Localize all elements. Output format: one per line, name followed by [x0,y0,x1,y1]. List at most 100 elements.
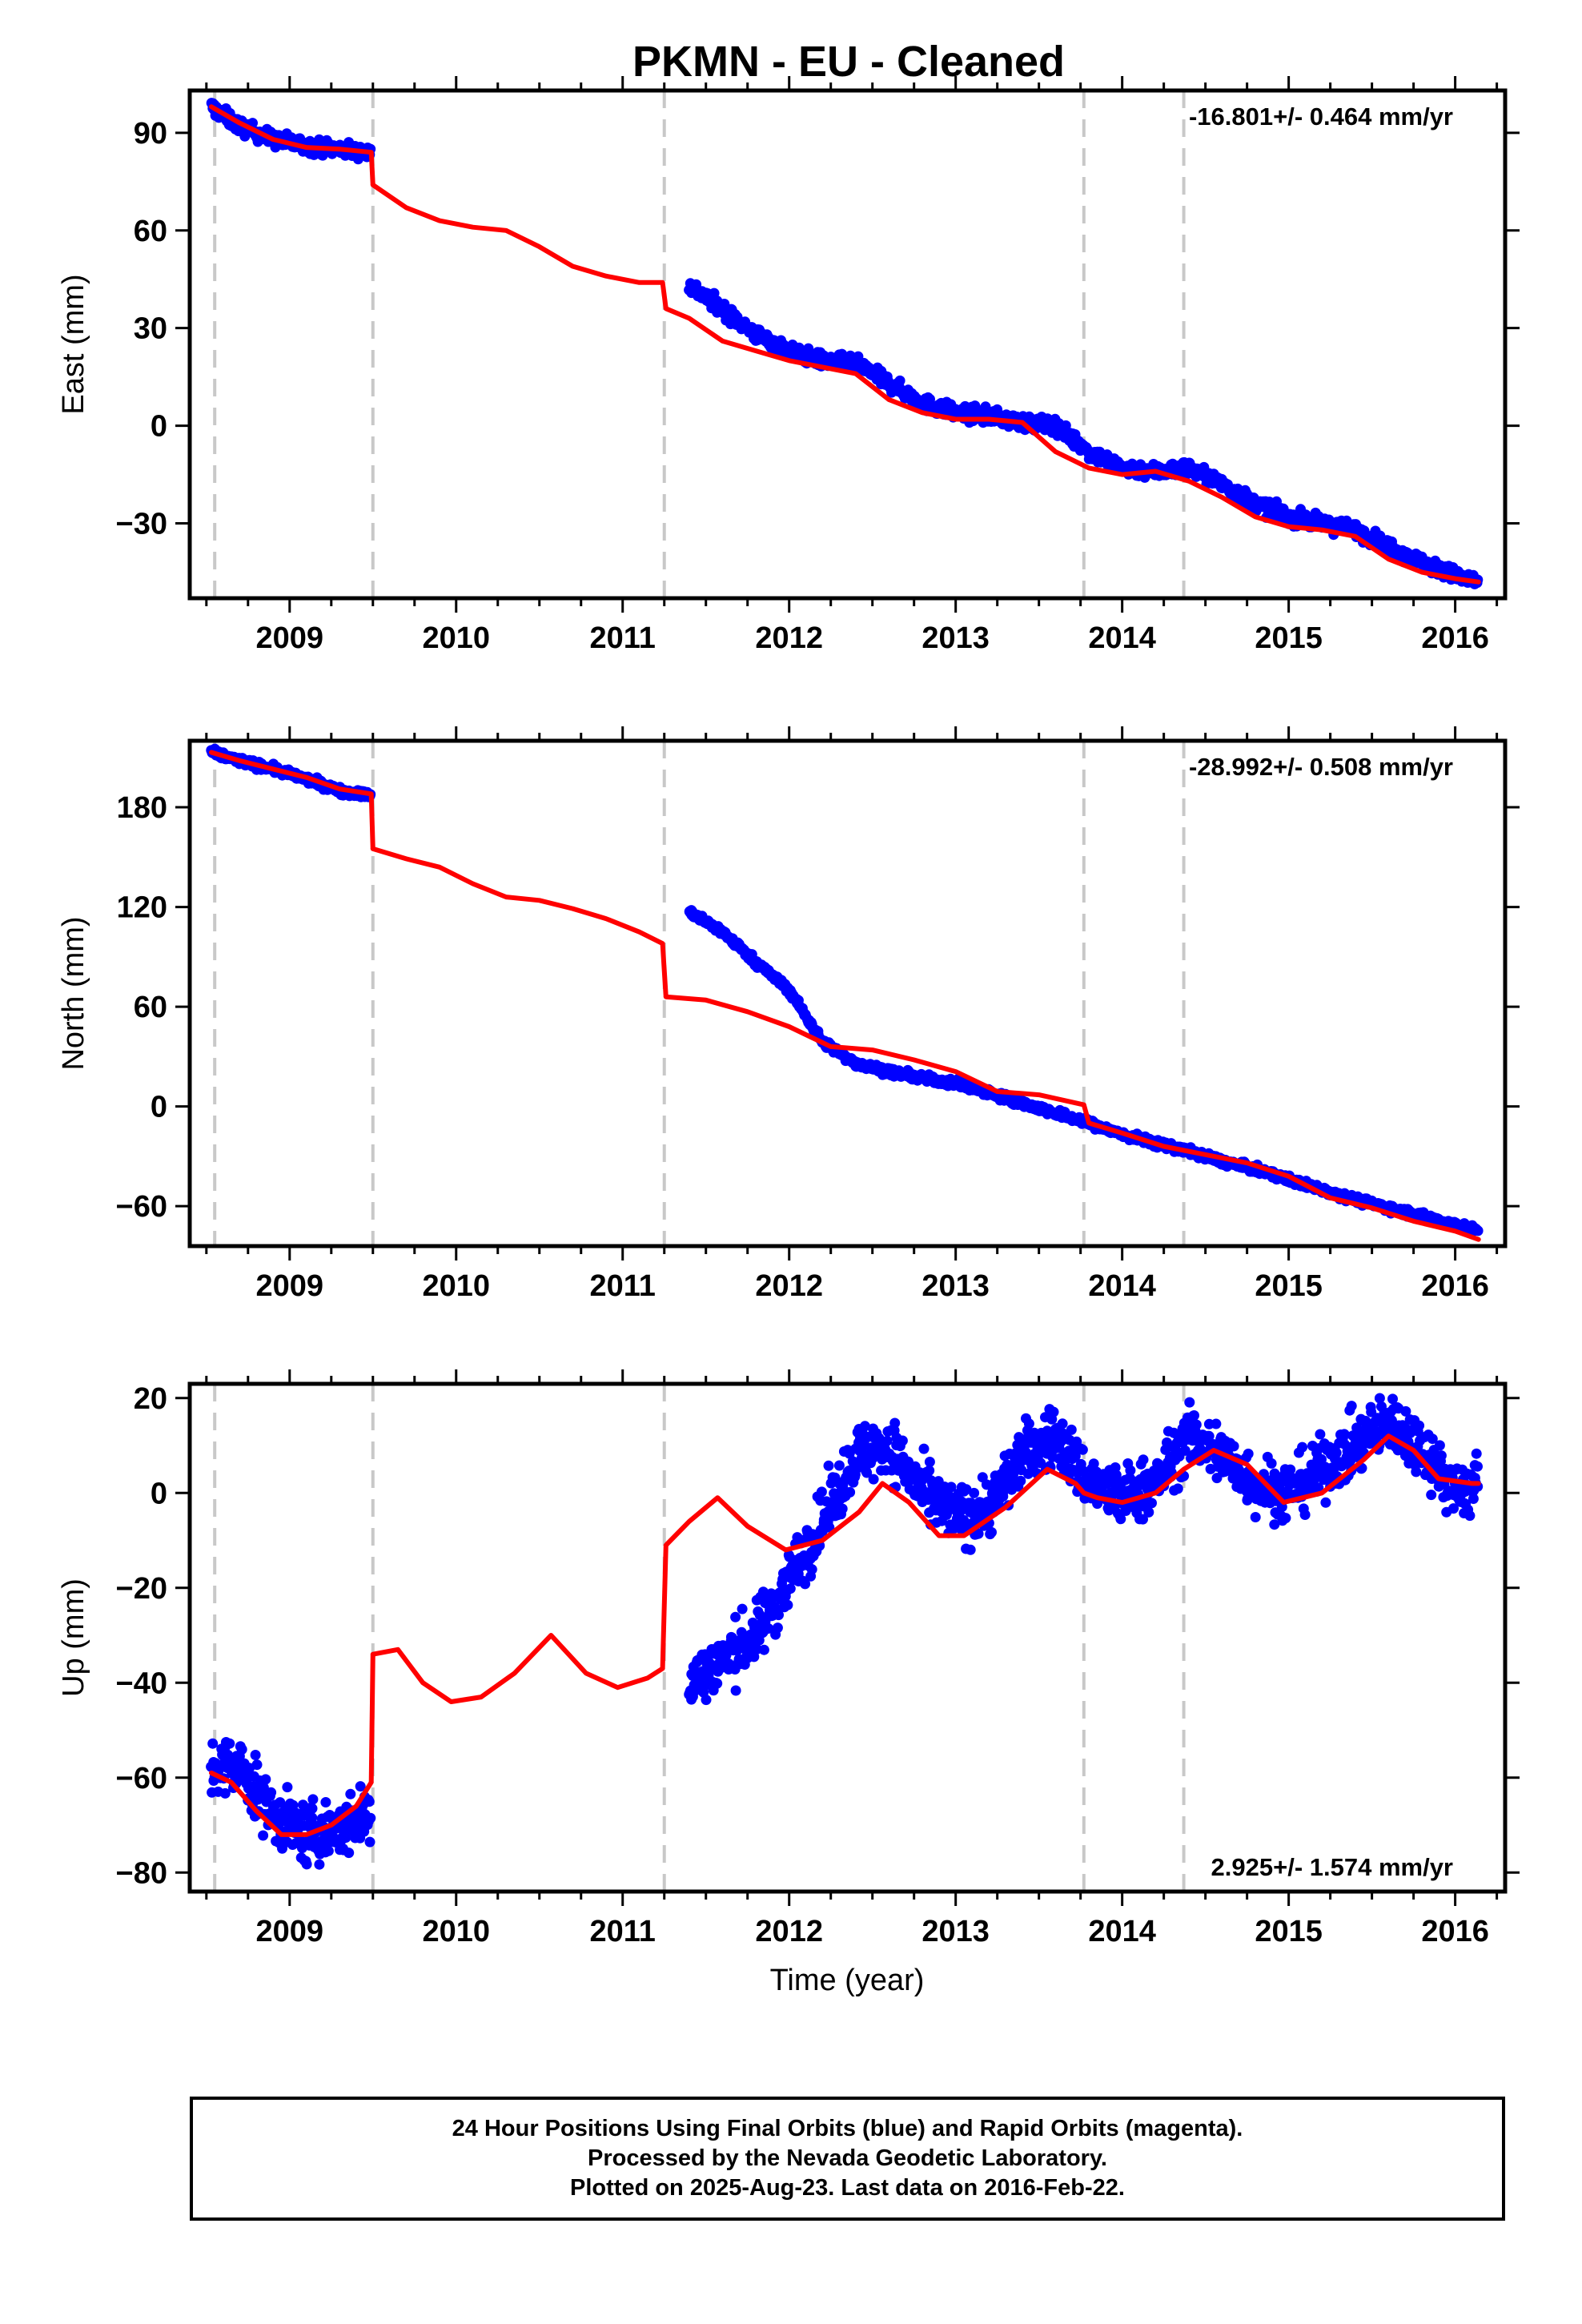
x-tick-label: 2012 [755,1915,823,1948]
rate-label: 2.925+/- 1.574 mm/yr [1211,1853,1453,1881]
data-point [1146,1498,1157,1509]
data-point [782,1599,793,1610]
plot-frame [187,738,1508,1248]
caption-line-3: Plotted on 2025-Aug-23. Last data on 201… [570,2175,1125,2201]
model-line [370,846,665,947]
x-tick-label: 2013 [921,1269,990,1303]
data-point [730,1611,741,1622]
model-line [370,1633,665,1704]
y-tick-label: 120 [117,891,167,925]
data-point [236,1744,247,1755]
data-point [1125,1465,1136,1476]
data-point [323,1845,334,1856]
x-axis-label: Time (year) [770,1964,925,1997]
data-point [1471,1448,1482,1459]
rate-label: -16.801+/- 0.464 mm/yr [1189,103,1453,131]
x-tick-label: 2011 [590,1915,656,1948]
x-tick-label: 2010 [422,621,490,655]
data-point [307,1803,318,1814]
data-point [800,1578,811,1590]
data-point [282,1782,293,1793]
data-point [260,1774,271,1785]
data-point [251,1759,263,1771]
data-point [1015,1475,1026,1486]
caption-box: 24 Hour Positions Using Final Orbits (bl… [190,2097,1505,2221]
data-point [1023,1418,1034,1429]
data-point [897,1435,908,1446]
x-tick-label: 2014 [1088,1269,1156,1303]
data-point [806,1564,817,1575]
data-point [207,1738,219,1749]
data-point [266,1787,277,1798]
data-point [986,1526,997,1538]
data-point [1313,1482,1324,1494]
data-point [861,1467,873,1478]
data-point [924,1465,935,1476]
data-point [763,1623,774,1634]
y-tick-label: 60 [134,215,167,248]
y-tick-label: 60 [134,991,167,1024]
model-offset [660,943,669,997]
x-tick-label: 2012 [755,621,823,655]
data-point [1138,1514,1148,1525]
data-point [998,1491,1009,1502]
y-tick-label: −20 [116,1572,167,1606]
x-tick-label: 2009 [256,1915,324,1948]
y-tick-label: 30 [134,312,167,346]
data-point [816,1486,827,1498]
data-point [730,1685,741,1696]
data-point [1172,1483,1183,1494]
data-point [823,1460,834,1471]
data-point [1464,1510,1476,1522]
data-point [1203,1430,1215,1441]
model-line [209,104,374,155]
model-offset [368,152,375,186]
model-line [663,1433,1481,1553]
data-point [918,1443,930,1454]
model-offset [368,1654,375,1783]
data-point [1435,1450,1447,1462]
data-point [1468,1494,1479,1504]
figure-title: PKMN - EU - Cleaned [632,38,1065,86]
data-point [250,1750,261,1760]
data-point [1315,1429,1326,1440]
data-point [868,1474,879,1485]
model-offset [660,1545,669,1669]
data-point [1110,1470,1122,1481]
x-tick-label: 2009 [256,621,324,655]
caption-line-2: Processed by the Nevada Geodetic Laborat… [588,2145,1107,2171]
data-point [1472,1225,1484,1236]
data-point [1400,1405,1411,1417]
data-point [1280,1513,1291,1524]
data-point [1250,1512,1261,1522]
x-tick-label: 2013 [921,621,990,655]
plot-frame [187,1381,1508,1894]
data-point [307,1794,319,1805]
x-tick-label: 2011 [590,621,656,655]
data-point [1360,1415,1371,1426]
data-point [1266,1458,1277,1469]
data-point [1426,1490,1437,1501]
data-point [1138,1454,1149,1466]
data-point [258,1782,269,1793]
caption-line-1: 24 Hour Positions Using Final Orbits (bl… [452,2116,1243,2141]
model-line [663,994,1481,1242]
data-point [1297,1441,1308,1453]
y-tick-label: −60 [116,1762,167,1795]
data-point [1320,1497,1331,1508]
x-tick-label: 2015 [1255,1915,1323,1948]
data-point [363,1796,375,1807]
x-tick-label: 2014 [1088,621,1156,655]
data-point [1243,1448,1254,1459]
data-point [1299,1510,1311,1520]
data-point [1427,1433,1438,1445]
up-panel: 2009 2010 2011 2012 2013 2014 2015 2016200−20−4… [57,1369,1520,1948]
x-tick-label: 2016 [1421,1269,1489,1303]
data-point [924,1457,935,1467]
data-point [1374,1393,1385,1404]
model-line [209,750,374,797]
data-point [1228,1441,1239,1452]
data-point [301,1859,312,1870]
data-point [969,1487,980,1498]
x-tick-label: 2014 [1088,1915,1156,1948]
